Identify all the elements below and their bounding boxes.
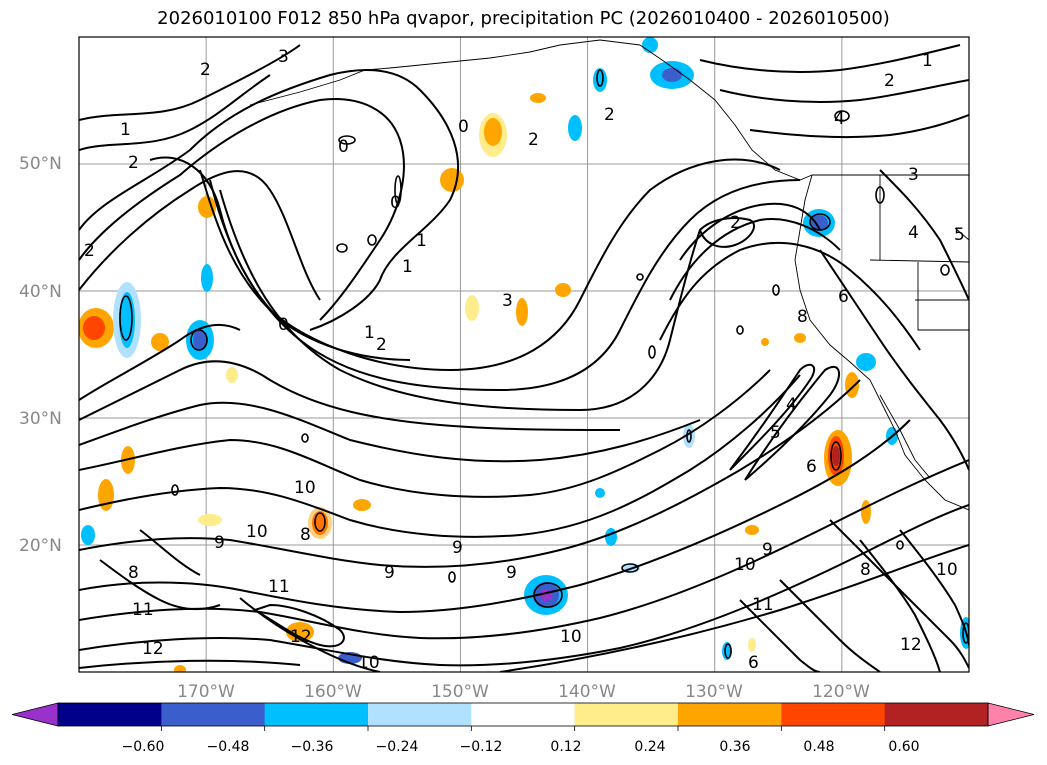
colorbar-extend-low xyxy=(11,702,59,727)
contour-label: 9 xyxy=(214,533,225,553)
colorbar-tick-label: 0.24 xyxy=(634,739,665,755)
contour-label: 8 xyxy=(300,525,311,545)
contour-label: 10 xyxy=(358,653,380,673)
qvapor-contours xyxy=(79,44,969,672)
contour-label: 10 xyxy=(294,478,316,498)
lat-label: 30°N xyxy=(19,409,62,429)
contour-label: 5 xyxy=(954,225,965,245)
contour-label: 4 xyxy=(908,223,919,243)
lat-label: 20°N xyxy=(19,536,62,556)
colorbar-segment xyxy=(161,703,266,726)
colorbar-segment xyxy=(471,703,576,726)
lon-label: 150°W xyxy=(431,682,489,702)
contour-label: 12 xyxy=(290,627,312,647)
contour-label: 1 xyxy=(416,231,427,251)
longitude-labels: 170°W 160°W 150°W 140°W 130°W 120°W xyxy=(177,682,870,702)
contour-label: 0 xyxy=(390,193,401,213)
small-contour-rings xyxy=(119,69,969,659)
contour-label: 2 xyxy=(884,71,895,91)
latitude-labels: 50°N 40°N 30°N 20°N xyxy=(19,154,62,556)
contour-label: 0 xyxy=(458,117,469,137)
contour-label: 2 xyxy=(730,213,741,233)
contour-label: 8 xyxy=(128,563,139,583)
lon-label: 170°W xyxy=(177,682,235,702)
map-title: 2026010100 F012 850 hPa qvapor, precipit… xyxy=(157,8,890,29)
colorbar-tick-labels: −0.60 −0.48 −0.36 −0.24 −0.12 0.12 0.24 … xyxy=(122,739,920,755)
colorbar-segment xyxy=(264,703,369,726)
colorbar-tick-label: 0.60 xyxy=(888,739,919,755)
contour-label: 10 xyxy=(734,555,756,575)
colorbar-tick-label: 0.48 xyxy=(803,739,834,755)
contour-label: 9 xyxy=(384,563,395,583)
contour-label: 6 xyxy=(806,457,817,477)
colorbar-segment xyxy=(678,703,782,726)
colorbar-tick-label: 0.12 xyxy=(550,739,581,755)
lon-label: 140°W xyxy=(558,682,616,702)
contour-label: 10 xyxy=(246,522,268,542)
contour-label: 9 xyxy=(506,563,517,583)
lat-label: 50°N xyxy=(19,154,62,174)
contour-label: 3 xyxy=(278,47,289,67)
lon-label: 130°W xyxy=(685,682,743,702)
contour-label: 10 xyxy=(560,627,582,647)
contour-label: 2 xyxy=(528,130,539,150)
contour-label: 11 xyxy=(752,595,774,615)
colorbar-segment xyxy=(574,703,679,726)
contour-label: 6 xyxy=(748,653,759,673)
contour-label: 4 xyxy=(834,109,845,129)
contour-label: 10 xyxy=(936,560,958,580)
contour-label: 9 xyxy=(762,540,773,560)
colorbar-frame xyxy=(57,702,989,727)
colorbar-tick-label: −0.36 xyxy=(291,739,334,755)
colorbar-segment xyxy=(781,703,886,726)
contour-label: 1 xyxy=(364,323,375,343)
contour-label: 2 xyxy=(376,335,387,355)
colorbar-tick-label: −0.48 xyxy=(207,739,250,755)
lon-label: 120°W xyxy=(812,682,870,702)
contour-label: 11 xyxy=(132,600,154,620)
contour-label: 2 xyxy=(200,60,211,80)
coastlines xyxy=(249,39,969,511)
colorbar-segment xyxy=(884,703,989,726)
contour-label: 0 xyxy=(278,315,289,335)
contour-label: 1 xyxy=(402,257,413,277)
colorbar-tick-label: −0.12 xyxy=(460,739,503,755)
colorbar-tick-label: −0.60 xyxy=(122,739,165,755)
contour-label: 8 xyxy=(797,307,808,327)
contour-label: 2 xyxy=(84,241,95,261)
lon-label: 160°W xyxy=(304,682,362,702)
colorbar xyxy=(11,702,1035,731)
contour-label: 4 xyxy=(786,395,797,415)
contour-label: 3 xyxy=(908,165,919,185)
contour-label: 2 xyxy=(128,153,139,173)
contour-label: 2 xyxy=(604,105,615,125)
contour-label: 9 xyxy=(452,538,463,558)
contour-label: 12 xyxy=(900,635,922,655)
contour-label: 3 xyxy=(502,291,513,311)
contour-label: 0 xyxy=(338,137,349,157)
colorbar-segment xyxy=(58,703,162,726)
colorbar-tick-label: 0.36 xyxy=(719,739,750,755)
colorbar-segment xyxy=(368,703,472,726)
contour-label: 6 xyxy=(838,287,849,307)
contour-label: 11 xyxy=(268,577,290,597)
map-area: 2 3 2 1 2 0 0 0 1 1 0 2 3 2 2 1 2 4 4 1 … xyxy=(79,37,969,673)
contour-label: 12 xyxy=(142,639,164,659)
colorbar-extend-high xyxy=(987,702,1035,727)
lat-label: 40°N xyxy=(19,282,62,302)
map-frame xyxy=(78,36,970,673)
contour-label: 8 xyxy=(860,560,871,580)
contour-label: 5 xyxy=(770,423,781,443)
contour-labels: 2 3 2 1 2 0 0 0 1 1 0 2 3 2 2 1 2 4 4 1 … xyxy=(84,47,965,673)
contour-label: 1 xyxy=(922,51,933,71)
contour-label: 1 xyxy=(120,120,131,140)
colorbar-tick-label: −0.24 xyxy=(376,739,419,755)
